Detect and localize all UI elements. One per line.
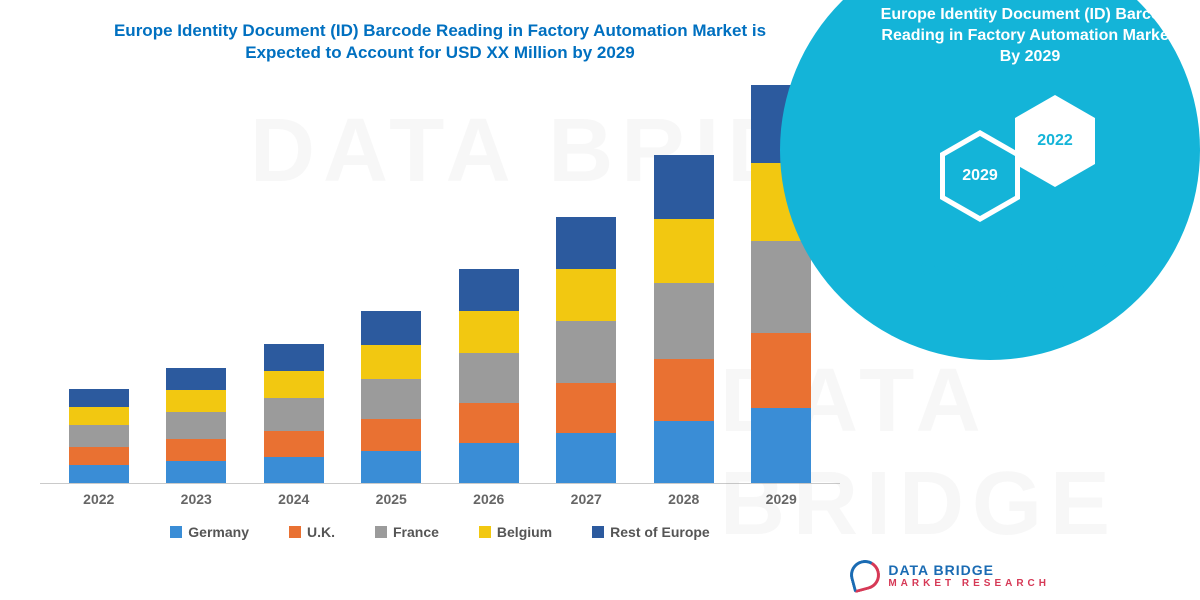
bar-column: 2023 [161,368,231,483]
chart-legend: Germany U.K. France Belgium Rest of Europe [40,524,840,540]
bar-column: 2022 [64,389,134,483]
legend-swatch [592,526,604,538]
bar-segment [654,219,714,283]
bar-column: 2027 [551,217,621,483]
bar-segment [459,269,519,311]
legend-label: Rest of Europe [610,524,710,540]
bar-stack [264,344,324,483]
bar-segment [166,412,226,439]
bar-segment [556,269,616,321]
legend-label: France [393,524,439,540]
bar-segment [264,457,324,483]
brand-text: DATA BRIDGE MARKET RESEARCH [900,260,1150,302]
bar-segment [264,371,324,398]
legend-swatch [479,526,491,538]
logo-text-top: DATA BRIDGE [888,562,1050,578]
bar-stack [556,217,616,483]
bar-segment [264,398,324,431]
bar-segment [361,345,421,379]
bar-segment [69,407,129,425]
x-axis-label: 2027 [571,491,602,507]
hexagon-label: 2029 [945,136,1015,216]
bar-segment [166,390,226,412]
footer-logo: DATA BRIDGE MARKET RESEARCH [850,560,1050,590]
bar-segment [166,461,226,483]
bar-stack [69,389,129,483]
bar-segment [69,447,129,465]
bar-segment [166,439,226,461]
bar-segment [654,359,714,421]
right-panel-title: Europe Identity Document (ID) Barcode Re… [880,5,1180,67]
bar-segment [556,433,616,483]
legend-item: U.K. [289,524,335,540]
bar-segment [654,283,714,359]
x-axis-label: 2025 [376,491,407,507]
legend-item: France [375,524,439,540]
bar-column: 2026 [454,269,524,483]
x-axis-label: 2024 [278,491,309,507]
bar-segment [166,368,226,390]
logo-text-bottom: MARKET RESEARCH [888,578,1050,589]
bar-segment [459,311,519,353]
legend-label: U.K. [307,524,335,540]
logo-icon [847,557,884,594]
bar-segment [361,311,421,345]
x-axis-label: 2028 [668,491,699,507]
chart-container: Europe Identity Document (ID) Barcode Re… [40,20,840,560]
x-axis-label: 2022 [83,491,114,507]
bar-segment [361,379,421,419]
chart-plot: 20222023202420252026202720282029 [40,84,840,484]
bar-segment [654,155,714,219]
bar-segment [69,389,129,407]
bar-segment [459,403,519,443]
bar-stack [654,155,714,483]
bar-stack [361,311,421,483]
bar-segment [556,321,616,383]
legend-label: Belgium [497,524,552,540]
legend-label: Germany [188,524,249,540]
x-axis-label: 2026 [473,491,504,507]
legend-item: Germany [170,524,249,540]
bar-stack [166,368,226,483]
bar-segment [264,431,324,457]
right-panel: Europe Identity Document (ID) Barcode Re… [850,0,1200,520]
bar-segment [556,383,616,433]
bar-segment [459,353,519,403]
legend-swatch [289,526,301,538]
bar-segment [459,443,519,483]
legend-item: Rest of Europe [592,524,710,540]
bar-segment [69,465,129,483]
bar-segment [556,217,616,269]
bar-column: 2028 [649,155,719,483]
legend-swatch [170,526,182,538]
bar-segment [751,408,811,483]
x-axis-label: 2023 [181,491,212,507]
hexagon-label: 2022 [1020,101,1090,181]
legend-swatch [375,526,387,538]
bar-segment [361,451,421,483]
bar-segment [654,421,714,483]
bar-column: 2025 [356,311,426,483]
chart-title: Europe Identity Document (ID) Barcode Re… [40,20,840,84]
bar-segment [361,419,421,451]
bar-segment [264,344,324,371]
bar-segment [69,425,129,447]
bar-segment [751,333,811,408]
bar-segment [751,241,811,333]
bar-stack [459,269,519,483]
legend-item: Belgium [479,524,552,540]
x-axis-label: 2029 [766,491,797,507]
bar-column: 2024 [259,344,329,483]
